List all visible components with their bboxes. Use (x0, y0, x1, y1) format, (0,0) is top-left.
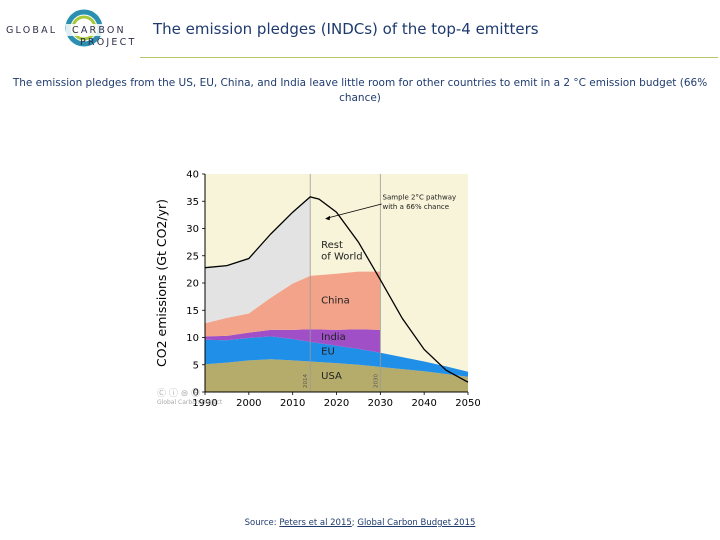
y-tick-label-10: 10 (186, 333, 199, 344)
pathway-arrowhead (325, 215, 331, 221)
x-tick-label-2030: 2030 (368, 398, 393, 409)
y-tick-label-0: 0 (193, 388, 199, 399)
y-tick-label-30: 30 (186, 224, 199, 235)
source-line: Source: Peters et al 2015; Global Carbon… (0, 518, 720, 528)
line-2c-pathway (204, 196, 469, 383)
logo-text-global: GLOBAL (6, 25, 58, 36)
source-link-global-carbon-budget[interactable]: Global Carbon Budget 2015 (357, 518, 476, 528)
logo-text-project: PROJECT (80, 37, 137, 48)
x-tick-label-2040: 2040 (411, 398, 436, 409)
area-india (205, 329, 381, 353)
vline-label-2014: 2014 (303, 374, 309, 388)
y-tick-label-35: 35 (186, 197, 199, 208)
source-link-peters-2015[interactable]: Peters et al 2015 (279, 518, 352, 528)
x-tick-label-2000: 2000 (236, 398, 261, 409)
x-tick-label-2050: 2050 (455, 398, 480, 409)
source-prefix: Source: (244, 518, 280, 528)
area-rest-of-world (205, 196, 311, 324)
area-eu (205, 336, 468, 377)
credit-org: Global Carbon Project (157, 399, 223, 406)
area-usa (205, 359, 468, 392)
slide-title: The emission pledges (INDCs) of the top-… (153, 20, 539, 38)
y-axis-label: CO2 emissions (Gt CO2/yr) (154, 199, 169, 367)
y-tick-label-25: 25 (186, 251, 199, 262)
creative-commons-credit: Ⓒ ⓘ ⊜ Ⓢ Global Carbon Project (157, 386, 222, 406)
y-tick-label-15: 15 (186, 306, 199, 317)
slide-subtitle: The emission pledges from the US, EU, Ch… (12, 77, 708, 104)
chart-label-3: India (321, 332, 346, 343)
x-tick-label-2010: 2010 (280, 398, 305, 409)
y-tick-label-40: 40 (186, 170, 199, 181)
chart-label-4: EU (321, 346, 335, 357)
cc-license-icons: Ⓒ ⓘ ⊜ Ⓢ (157, 389, 201, 399)
x-tick-label-1990: 1990 (192, 398, 217, 409)
chart-label-6: Sample 2°C pathway (383, 194, 457, 202)
y-tick-label-20: 20 (186, 279, 199, 290)
chart-label-2: China (321, 296, 350, 307)
chart-label-1: of World (321, 252, 362, 263)
chart-label-5: USA (321, 371, 342, 382)
x-tick-label-2020: 2020 (324, 398, 349, 409)
area-china (205, 271, 381, 337)
title-divider (140, 57, 718, 58)
global-carbon-project-logo: GLOBAL CARBON PROJECT (6, 6, 138, 54)
logo-text-carbon: CARBON (72, 25, 126, 36)
logo-circle-icon (65, 9, 106, 47)
pathway-arrow-line (328, 203, 382, 218)
vline-label-2030: 2030 (373, 374, 379, 388)
chart-label-0: Rest (321, 240, 343, 251)
source-separator: ; (351, 518, 358, 528)
y-tick-label-5: 5 (193, 360, 199, 371)
emissions-area-chart: 2014 2030 0 5 10 15 20 25 30 35 40 1990 2000 2010 2020… (154, 170, 481, 410)
chart-label-7: with a 66% chance (383, 203, 450, 211)
